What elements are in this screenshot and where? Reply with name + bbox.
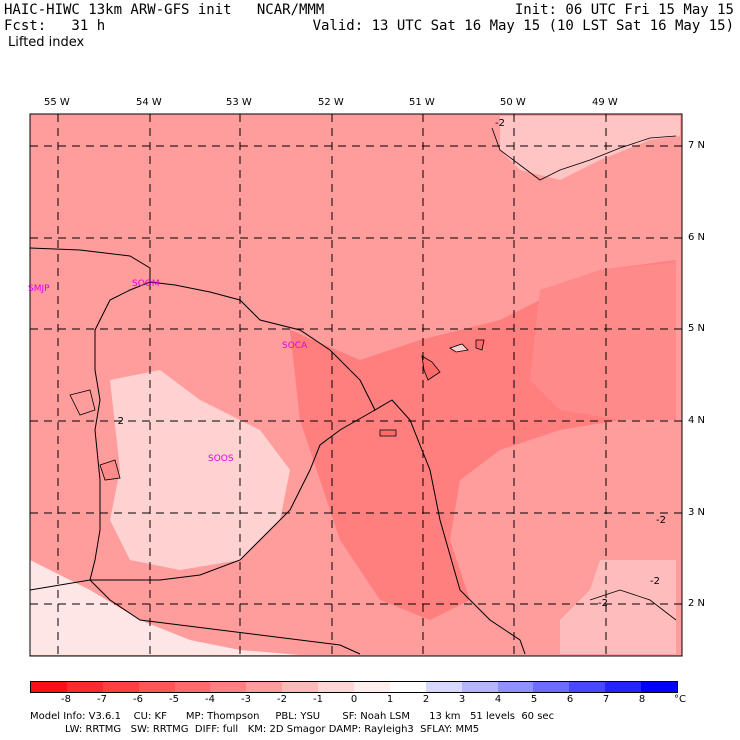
map-frame xyxy=(29,113,683,657)
contour-label: -2 xyxy=(114,416,124,427)
lon-label: 52 W xyxy=(318,97,344,108)
lat-label: 7 N xyxy=(688,140,706,151)
colorbar-tick-label: 3 xyxy=(458,694,466,705)
init-time: Init: 06 UTC Fri 15 May 15 xyxy=(514,2,734,18)
colorbar-swatch xyxy=(533,682,570,692)
contour-cell-1 xyxy=(421,355,441,381)
colorbar-swatch xyxy=(66,682,103,692)
colorbar-tick-label: 4 xyxy=(494,694,502,705)
colorbar-unit: °C xyxy=(674,694,686,705)
valid-time: Valid: 13 UTC Sat 16 May 15 (10 LST Sat … xyxy=(312,18,734,34)
colorbar-swatch xyxy=(138,682,175,692)
lat-label: 2 N xyxy=(688,598,706,609)
colorbar-swatch xyxy=(641,682,678,692)
light-region-sw xyxy=(30,560,300,655)
contour-cell-3 xyxy=(475,339,485,351)
colorbar-swatch xyxy=(354,682,390,692)
colorbar-swatch xyxy=(497,682,534,692)
field-name: Lifted index xyxy=(8,35,85,50)
station-label: SMJP xyxy=(28,284,50,294)
lon-label: 54 W xyxy=(136,97,162,108)
lon-label: 55 W xyxy=(44,97,70,108)
contour-minus2-ne xyxy=(491,127,677,181)
colorbar-tick-label: 0 xyxy=(350,694,358,705)
station-label: SOOS xyxy=(208,454,234,464)
forecast-hour: Fcst: 31 h xyxy=(4,18,106,34)
border-suriname-guyana xyxy=(89,281,151,581)
light-region-interior xyxy=(110,370,290,570)
contour-label: -2 xyxy=(656,515,666,526)
contour-cell-4 xyxy=(449,343,469,353)
colorbar-swatch xyxy=(389,682,426,692)
colorbar-tick-label: 5 xyxy=(530,694,538,705)
lon-label: 51 W xyxy=(409,97,435,108)
contour-minus2-se xyxy=(589,589,677,621)
colorbar-tick-label: -6 xyxy=(133,694,143,705)
border-brazil xyxy=(89,579,361,655)
lat-label: 3 N xyxy=(688,507,706,518)
light-region-ne xyxy=(500,116,680,180)
contour-minus2-w xyxy=(69,389,96,416)
contour-cell-2 xyxy=(379,429,397,437)
footer-line-2: LW: RRTMG SW: RRTMG DIFF: full KM: 2D Sm… xyxy=(30,724,480,735)
lon-label: 53 W xyxy=(226,97,252,108)
dark-region-far-east xyxy=(530,262,676,420)
colorbar-swatch xyxy=(246,682,283,692)
colorbar-tick-label: -3 xyxy=(241,694,251,705)
colorbar-swatch xyxy=(318,682,355,692)
contour-label: -2 xyxy=(495,118,505,129)
light-region-se xyxy=(560,560,676,654)
station-label: SOGM xyxy=(132,279,160,289)
border-south xyxy=(29,409,376,591)
colorbar-swatch xyxy=(605,682,642,692)
lat-lon-grid xyxy=(30,114,682,656)
lat-label: 4 N xyxy=(688,415,706,426)
colorbar-swatch xyxy=(461,682,498,692)
colorbar-swatch xyxy=(31,682,67,692)
lat-label: 6 N xyxy=(688,232,706,243)
footer-line-1: Model Info: V3.6.1 CU: KF MP: Thompson P… xyxy=(30,711,555,722)
lat-label: 5 N xyxy=(688,323,706,334)
colorbar-swatch xyxy=(425,682,462,692)
colorbar-swatch xyxy=(569,682,606,692)
colorbar-tick-label: 6 xyxy=(566,694,574,705)
colorbar xyxy=(30,681,678,693)
colorbar-tick-label: 2 xyxy=(422,694,430,705)
colorbar-tick-label: -2 xyxy=(277,694,287,705)
contour-label: -2 xyxy=(598,598,608,609)
colorbar-swatch xyxy=(102,682,139,692)
colorbar-tick-label: 8 xyxy=(638,694,646,705)
colorbar-tick-label: -7 xyxy=(97,694,107,705)
colorbar-tick-label: -5 xyxy=(169,694,179,705)
contour-minus2-sw xyxy=(99,459,121,481)
colorbar-tick-label: -4 xyxy=(205,694,215,705)
colorbar-tick-label: -8 xyxy=(61,694,71,705)
contour-label: -2 xyxy=(650,576,660,587)
colorbar-swatch xyxy=(210,682,247,692)
lon-label: 49 W xyxy=(592,97,618,108)
lon-label: 50 W xyxy=(500,97,526,108)
colorbar-tick-label: 7 xyxy=(602,694,610,705)
station-label: SOCA xyxy=(282,341,308,351)
model-title: HAIC-HIWC 13km ARW-GFS init NCAR/MMM xyxy=(4,2,325,18)
colorbar-swatch xyxy=(174,682,211,692)
colorbar-tick-label: -1 xyxy=(313,694,323,705)
colorbar-swatch xyxy=(282,682,319,692)
colorbar-tick-label: 1 xyxy=(386,694,394,705)
